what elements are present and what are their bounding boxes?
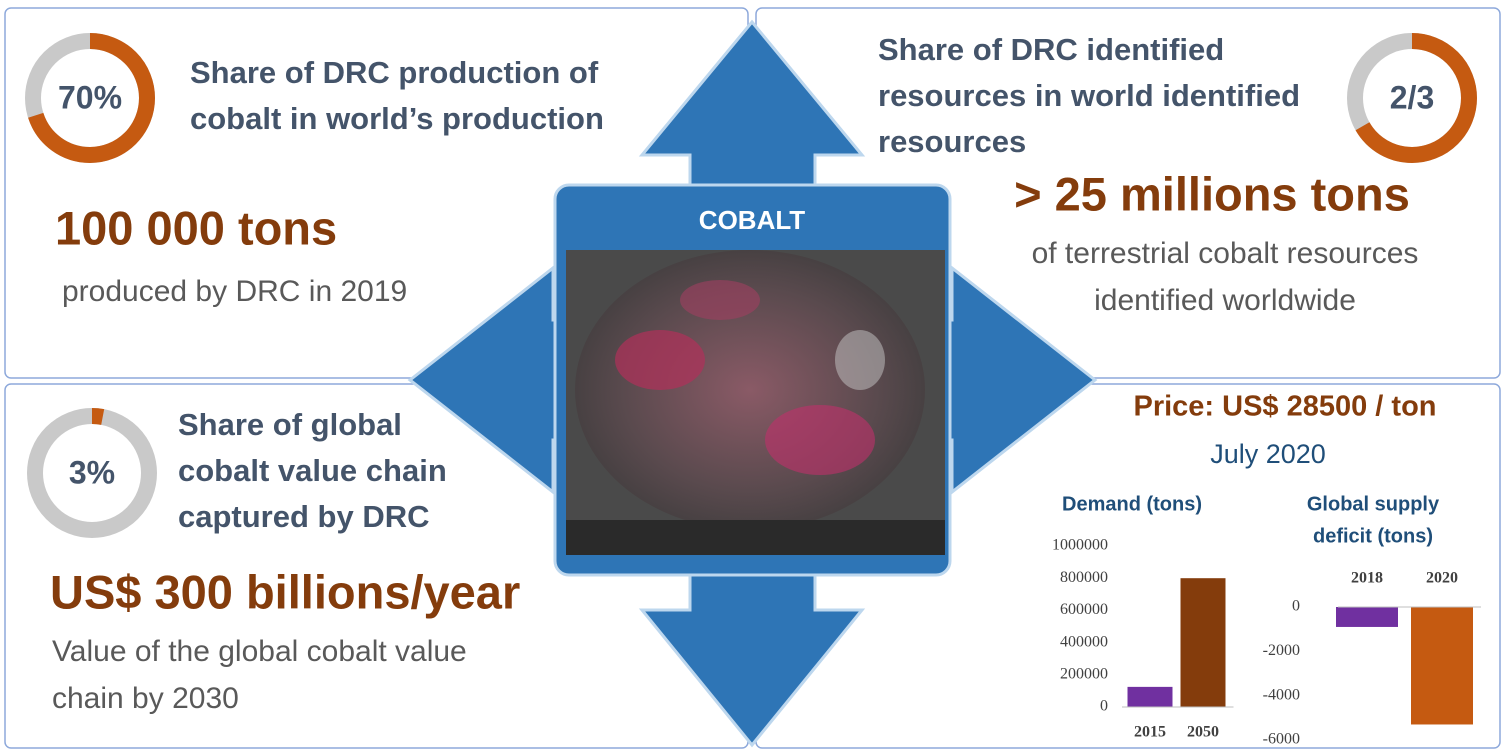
figure: 100 000 tons [55, 201, 337, 254]
ring-label: 2/3 [1390, 79, 1434, 115]
y-tick-label: 0 [1292, 598, 1300, 615]
x-tick-label: 2018 [1351, 570, 1383, 587]
y-tick-label: 200000 [1060, 665, 1108, 682]
caption: chain by 2030 [52, 682, 239, 715]
ring-arc [25, 33, 155, 163]
spot [765, 405, 875, 475]
x-tick-label: 2020 [1426, 570, 1458, 587]
y-tick-label: 1000000 [1052, 537, 1108, 554]
arrow-up [638, 19, 866, 197]
figure: US$ 300 billions/year [50, 565, 520, 618]
arrow-down [638, 563, 866, 748]
spot [835, 330, 885, 390]
heading: cobalt in world’s production [190, 101, 604, 136]
chart-title: Demand (tons) [1062, 493, 1202, 515]
y-tick-label: -6000 [1263, 731, 1300, 748]
ring-arc [27, 408, 157, 538]
chart-title: Global supply [1307, 493, 1440, 515]
caption: identified worldwide [1094, 284, 1356, 317]
figure: > 25 millions tons [1014, 167, 1410, 220]
y-tick-label: 800000 [1060, 569, 1108, 586]
ring-label: 70% [58, 79, 122, 115]
center-label: COBALT [699, 205, 806, 235]
caption: produced by DRC in 2019 [62, 275, 407, 308]
bar [1411, 607, 1473, 725]
ring-label: 3% [69, 454, 115, 490]
x-tick-label: 2015 [1134, 724, 1166, 741]
heading: Share of DRC identified [878, 32, 1224, 67]
y-tick-label: 600000 [1060, 601, 1108, 618]
heading: resources [878, 124, 1026, 159]
heading: captured by DRC [178, 499, 429, 534]
x-tick-label: 2050 [1187, 724, 1219, 741]
bar [1180, 578, 1226, 707]
y-tick-label: 400000 [1060, 633, 1108, 650]
price: Price: US$ 28500 / ton [1133, 391, 1436, 423]
caption: Value of the global cobalt value [52, 635, 467, 668]
heading: resources in world identified [878, 78, 1300, 113]
heading: Share of global [178, 407, 402, 442]
heading: Share of DRC production of [190, 55, 599, 90]
spot [615, 330, 705, 390]
photo-base [566, 520, 945, 555]
y-tick-label: 0 [1100, 698, 1108, 715]
heading: cobalt value chain [178, 453, 447, 488]
bar [1127, 686, 1173, 707]
y-tick-label: -2000 [1263, 642, 1300, 659]
mineral-photo [566, 250, 945, 555]
y-tick-label: -4000 [1263, 686, 1300, 703]
bar [1336, 607, 1398, 627]
ring-arc [1347, 33, 1477, 163]
caption: of terrestrial cobalt resources [1032, 237, 1419, 270]
chart-title: deficit (tons) [1313, 525, 1433, 547]
price-date: July 2020 [1210, 439, 1326, 469]
spot [680, 280, 760, 320]
